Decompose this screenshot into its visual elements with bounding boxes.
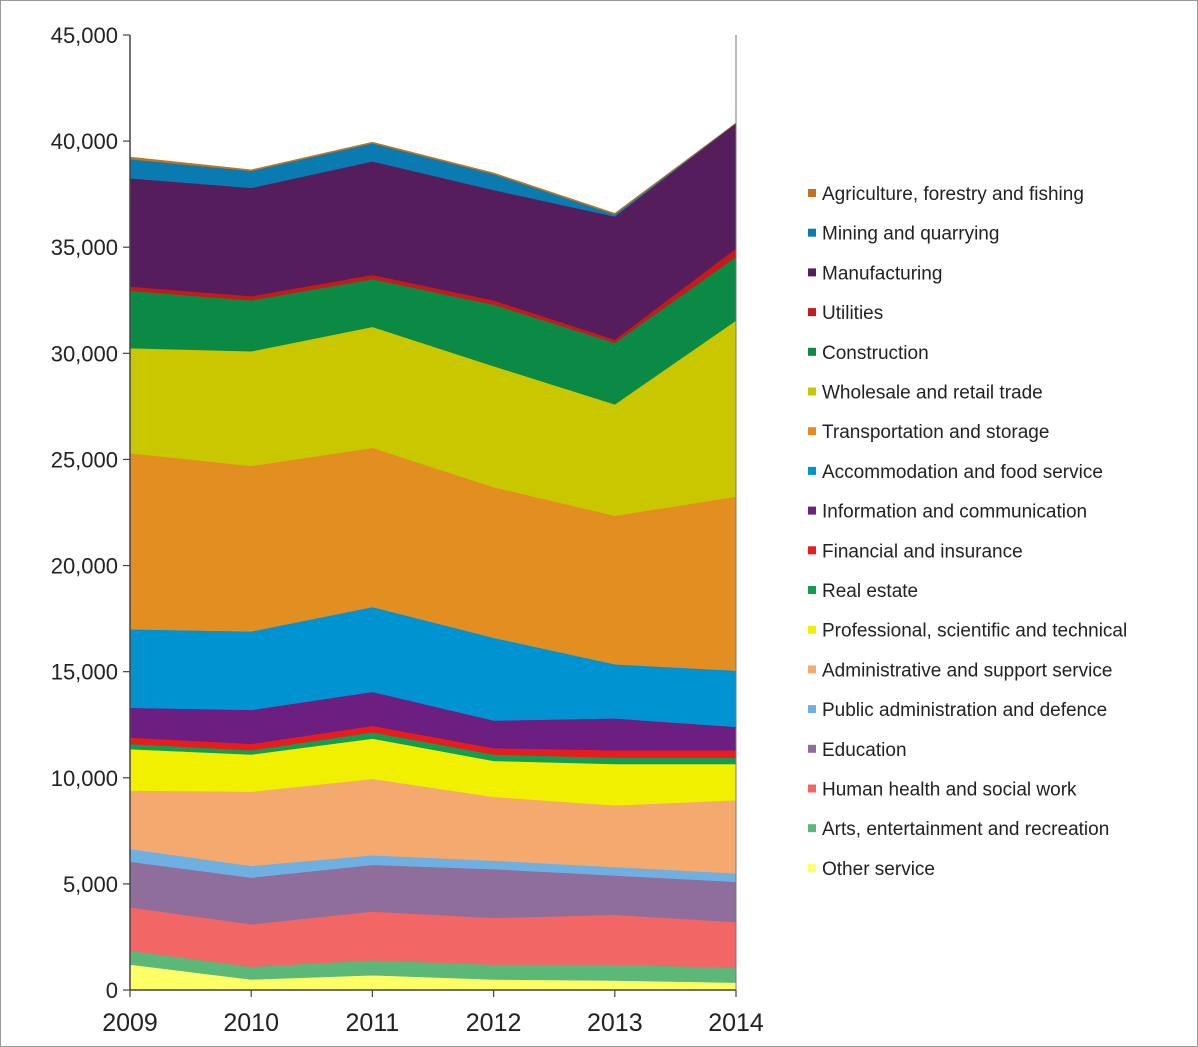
legend-label: Human health and social work bbox=[822, 780, 1077, 801]
legend-item-other-service: Other service bbox=[808, 859, 935, 880]
y-tick-label: 0 bbox=[106, 978, 118, 1003]
legend-item-transportation-and-storage: Transportation and storage bbox=[808, 422, 1049, 443]
legend-label: Construction bbox=[822, 343, 929, 364]
legend-swatch bbox=[808, 665, 816, 674]
legend-item-public-administration-and-defence: Public administration and defence bbox=[808, 700, 1107, 721]
legend-item-mining-and-quarrying: Mining and quarrying bbox=[808, 224, 999, 245]
legend-swatch bbox=[808, 546, 816, 555]
legend-swatch bbox=[808, 824, 816, 833]
legend-item-professional-scientific-and-technical: Professional, scientific and technical bbox=[808, 621, 1127, 642]
legend-label: Professional, scientific and technical bbox=[822, 621, 1127, 642]
legend-swatch bbox=[808, 466, 816, 475]
legend-swatch bbox=[808, 427, 816, 436]
legend-swatch bbox=[808, 268, 816, 277]
legend-label: Manufacturing bbox=[822, 263, 942, 284]
legend-label: Wholesale and retail trade bbox=[822, 383, 1043, 404]
legend-label: Accommodation and food service bbox=[822, 462, 1103, 483]
legend-label: Other service bbox=[822, 859, 935, 880]
legend-label: Real estate bbox=[822, 581, 918, 602]
y-axis-ticks: 0 5,000 10,000 15,000 20,000 25,000 30,000 35,0… bbox=[51, 23, 130, 1003]
y-tick-label: 25,000 bbox=[51, 447, 118, 472]
y-tick-label: 45,000 bbox=[51, 23, 118, 48]
legend-label: Education bbox=[822, 740, 907, 761]
x-tick-label: 2011 bbox=[346, 1009, 400, 1037]
legend-item-manufacturing: Manufacturing bbox=[808, 263, 942, 284]
x-tick-label: 2014 bbox=[708, 1009, 764, 1037]
legend-swatch bbox=[808, 387, 816, 396]
legend-item-arts-entertainment-and-recreation: Arts, entertainment and recreation bbox=[808, 819, 1109, 840]
y-tick-label: 40,000 bbox=[51, 129, 118, 154]
legend-label: Arts, entertainment and recreation bbox=[822, 819, 1109, 840]
legend-item-financial-and-insurance: Financial and insurance bbox=[808, 541, 1023, 562]
x-axis-ticks: 2009 2010 2011 2012 2013 2014 bbox=[102, 990, 764, 1037]
y-tick-label: 5,000 bbox=[63, 872, 118, 897]
legend-label: Utilities bbox=[822, 303, 883, 324]
y-tick-label: 15,000 bbox=[51, 660, 118, 685]
y-tick-label: 10,000 bbox=[51, 766, 118, 791]
legend-item-real-estate: Real estate bbox=[808, 581, 918, 602]
legend-item-accommodation-and-food-service: Accommodation and food service bbox=[808, 462, 1103, 483]
legend-label: Mining and quarrying bbox=[822, 224, 999, 245]
legend-item-administrative-and-support-service: Administrative and support service bbox=[808, 660, 1112, 681]
area-layers bbox=[129, 122, 737, 991]
legend-swatch bbox=[808, 705, 816, 714]
legend-swatch bbox=[808, 863, 816, 872]
legend-item-human-health-and-social-work: Human health and social work bbox=[808, 780, 1077, 801]
legend: Agriculture, forestry and fishing Mining … bbox=[808, 184, 1127, 880]
legend-label: Financial and insurance bbox=[822, 541, 1023, 562]
legend-label: Administrative and support service bbox=[822, 660, 1112, 681]
legend-item-utilities: Utilities bbox=[808, 303, 883, 324]
legend-swatch bbox=[808, 744, 816, 753]
legend-swatch bbox=[808, 347, 816, 356]
legend-item-information-and-communication: Information and communication bbox=[808, 502, 1087, 523]
x-tick-label: 2012 bbox=[466, 1009, 522, 1037]
legend-swatch bbox=[808, 625, 816, 634]
legend-item-agriculture-forestry-and-fishing: Agriculture, forestry and fishing bbox=[808, 184, 1084, 205]
y-tick-label: 20,000 bbox=[51, 554, 118, 579]
y-tick-label: 35,000 bbox=[51, 235, 118, 260]
legend-label: Information and communication bbox=[822, 502, 1087, 523]
legend-label: Public administration and defence bbox=[822, 700, 1107, 721]
legend-swatch bbox=[808, 228, 816, 237]
legend-label: Agriculture, forestry and fishing bbox=[822, 184, 1084, 205]
axes bbox=[129, 35, 737, 991]
legend-swatch bbox=[808, 189, 816, 197]
legend-label: Transportation and storage bbox=[822, 422, 1049, 443]
y-tick-label: 30,000 bbox=[51, 341, 118, 366]
legend-item-wholesale-and-retail-trade: Wholesale and retail trade bbox=[808, 383, 1043, 404]
x-tick-label: 2009 bbox=[102, 1009, 158, 1037]
area-agriculture-forestry-and-fishing bbox=[129, 122, 737, 215]
legend-swatch bbox=[808, 586, 816, 594]
x-tick-label: 2013 bbox=[587, 1009, 643, 1037]
legend-swatch bbox=[808, 784, 816, 793]
legend-item-education: Education bbox=[808, 740, 907, 761]
legend-swatch bbox=[808, 506, 816, 515]
x-tick-label: 2010 bbox=[223, 1009, 279, 1037]
legend-item-construction: Construction bbox=[808, 343, 929, 364]
legend-swatch bbox=[808, 308, 816, 317]
